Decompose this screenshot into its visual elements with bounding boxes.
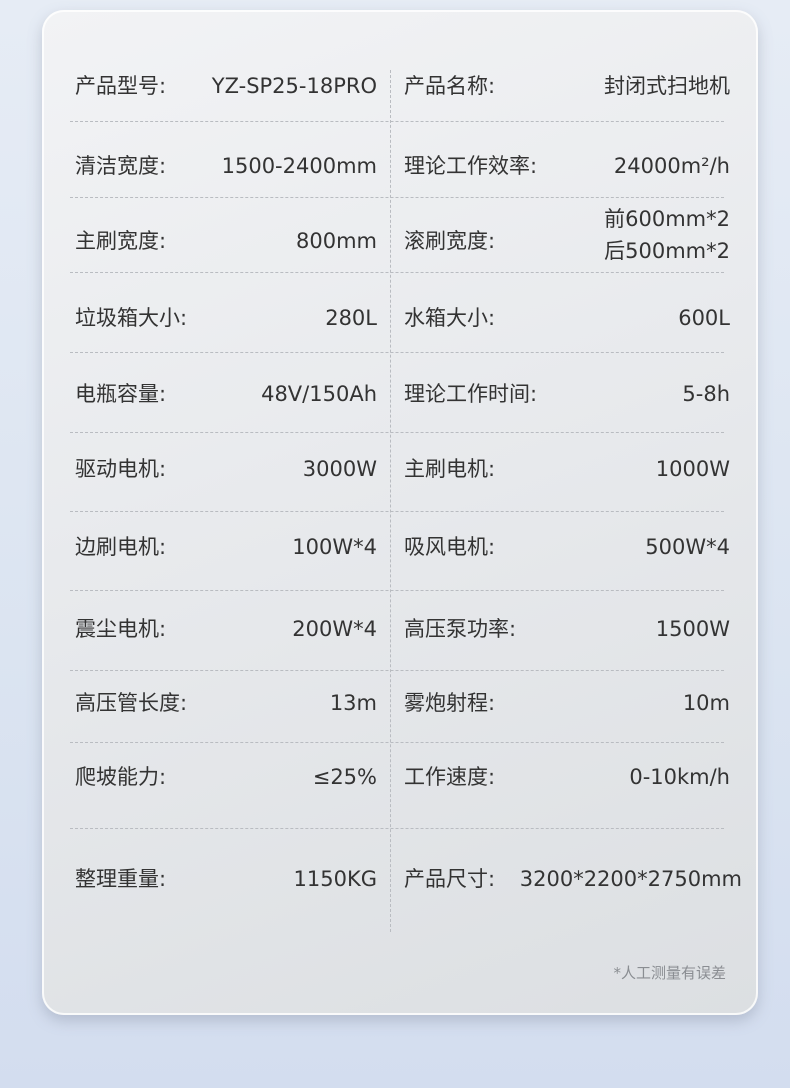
spec-label: 驱动电机: <box>75 457 167 481</box>
spec-label: 高压泵功率: <box>404 617 517 641</box>
row-divider <box>70 197 724 198</box>
footnote: *人工测量有误差 <box>613 964 726 982</box>
spec-label: 垃圾箱大小: <box>75 306 188 330</box>
spec-value: ≤25% <box>312 765 377 789</box>
spec-value: 600L <box>678 306 730 330</box>
spec-label: 爬坡能力: <box>75 765 167 789</box>
row-divider <box>70 590 724 591</box>
spec-label: 产品尺寸: <box>404 867 496 891</box>
spec-value: 200W*4 <box>292 617 377 641</box>
spec-label: 雾炮射程: <box>404 691 496 715</box>
spec-label: 产品名称: <box>404 74 496 98</box>
spec-value: 13m <box>329 691 377 715</box>
spec-label: 高压管长度: <box>75 691 188 715</box>
spec-value: 前600mm*2 <box>604 207 730 231</box>
spec-value: 280L <box>325 306 377 330</box>
row-divider <box>70 432 724 433</box>
spec-label: 清洁宽度: <box>75 154 167 178</box>
spec-value: 0-10km/h <box>629 765 730 789</box>
spec-label: 主刷电机: <box>404 457 496 481</box>
spec-label: 理论工作效率: <box>404 154 538 178</box>
spec-value: 1000W <box>655 457 730 481</box>
spec-value: YZ-SP25-18PRO <box>211 74 377 98</box>
spec-label: 主刷宽度: <box>75 229 167 253</box>
spec-value: 3000W <box>302 457 377 481</box>
row-divider <box>70 272 724 273</box>
spec-value: 后500mm*2 <box>604 239 730 263</box>
spec-label: 电瓶容量: <box>75 382 167 406</box>
spec-card <box>42 10 758 1015</box>
row-divider <box>70 352 724 353</box>
spec-label: 吸风电机: <box>404 535 496 559</box>
spec-value: 3200*2200*2750mm <box>519 867 742 891</box>
spec-label: 工作速度: <box>404 765 496 789</box>
spec-value: 800mm <box>296 229 377 253</box>
spec-label: 整理重量: <box>75 867 167 891</box>
spec-value: 1500-2400mm <box>221 154 377 178</box>
row-divider <box>70 121 724 122</box>
spec-value: 封闭式扫地机 <box>604 74 730 98</box>
spec-label: 水箱大小: <box>404 306 496 330</box>
spec-label: 震尘电机: <box>75 617 167 641</box>
spec-label: 边刷电机: <box>75 535 167 559</box>
spec-value: 100W*4 <box>292 535 377 559</box>
row-divider <box>70 670 724 671</box>
spec-value: 5-8h <box>682 382 730 406</box>
spec-label: 滚刷宽度: <box>404 229 496 253</box>
column-divider <box>390 70 391 932</box>
spec-label: 产品型号: <box>75 74 167 98</box>
row-divider <box>70 742 724 743</box>
spec-value: 500W*4 <box>645 535 730 559</box>
spec-value: 1150KG <box>293 867 378 891</box>
row-divider <box>70 828 724 829</box>
spec-label: 理论工作时间: <box>404 382 538 406</box>
row-divider <box>70 511 724 512</box>
spec-value: 24000m²/h <box>613 154 730 178</box>
spec-value: 1500W <box>655 617 730 641</box>
spec-value: 10m <box>682 691 730 715</box>
spec-value: 48V/150Ah <box>261 382 377 406</box>
